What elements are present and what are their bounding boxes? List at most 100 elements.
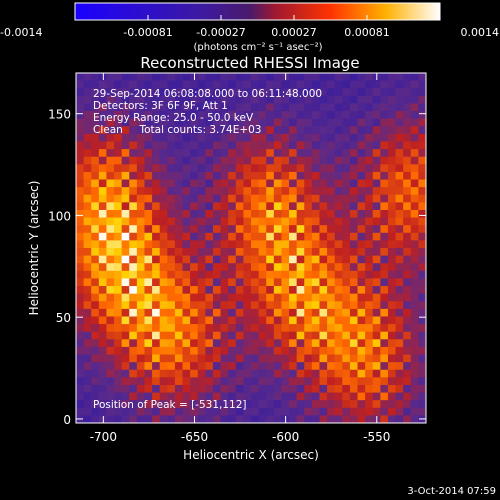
heatmap-cell — [251, 232, 260, 241]
heatmap-cell — [129, 377, 138, 386]
heatmap-cell — [342, 73, 351, 82]
heatmap-cell — [395, 111, 404, 120]
heatmap-cell — [387, 354, 396, 363]
heatmap-cell — [251, 217, 260, 226]
heatmap-cell — [311, 407, 320, 416]
heatmap-cell — [114, 293, 123, 302]
heatmap-cell — [266, 331, 275, 340]
heatmap-cell — [228, 248, 237, 257]
heatmap-cell — [304, 156, 313, 165]
heatmap-cell — [403, 209, 412, 218]
heatmap-cell — [106, 133, 115, 142]
heatmap-cell — [266, 286, 275, 295]
heatmap-cell — [136, 133, 145, 142]
heatmap-cell — [349, 156, 358, 165]
heatmap-cell — [380, 187, 389, 196]
heatmap-cell — [205, 255, 214, 264]
heatmap-cell — [410, 278, 419, 287]
heatmap-cell — [205, 354, 214, 363]
heatmap-cell — [395, 415, 404, 424]
heatmap-cell — [144, 415, 153, 424]
heatmap-cell — [273, 377, 282, 386]
heatmap-cell — [258, 369, 267, 378]
heatmap-cell — [136, 179, 145, 188]
heatmap-cell — [83, 133, 92, 142]
heatmap-cell — [167, 194, 176, 203]
heatmap-cell — [251, 80, 260, 89]
heatmap-cell — [273, 126, 282, 135]
heatmap-cell — [304, 179, 313, 188]
heatmap-cell — [266, 392, 275, 401]
heatmap-cell — [357, 179, 366, 188]
heatmap-cell — [212, 339, 221, 348]
heatmap-cell — [129, 133, 138, 142]
heatmap-cell — [235, 377, 244, 386]
heatmap-cell — [403, 133, 412, 142]
heatmap-cell — [266, 339, 275, 348]
heatmap-cell — [136, 392, 145, 401]
heatmap-cell — [403, 164, 412, 173]
heatmap-cell — [387, 141, 396, 150]
heatmap-cell — [289, 225, 298, 234]
heatmap-cell — [121, 149, 130, 158]
heatmap-cell — [228, 369, 237, 378]
heatmap-cell — [273, 95, 282, 104]
heatmap-cell — [76, 270, 85, 279]
heatmap-cell — [129, 95, 138, 104]
heatmap-cell — [403, 217, 412, 226]
heatmap-cell — [190, 263, 199, 272]
heatmap-cell — [304, 118, 313, 127]
heatmap-cell — [311, 164, 320, 173]
heatmap-cell — [304, 392, 313, 401]
heatmap-cell — [296, 316, 305, 325]
heatmap-cell — [251, 324, 260, 333]
heatmap-cell — [311, 126, 320, 135]
heatmap-cell — [372, 301, 381, 310]
heatmap-cell — [304, 149, 313, 158]
heatmap-cell — [152, 369, 161, 378]
heatmap-cell — [410, 331, 419, 340]
heatmap-cell — [334, 118, 343, 127]
heatmap-cell — [418, 384, 427, 393]
heatmap-cell — [83, 339, 92, 348]
heatmap-cell — [387, 171, 396, 180]
heatmap-cell — [395, 88, 404, 97]
heatmap-cell — [174, 354, 183, 363]
heatmap-cell — [418, 270, 427, 279]
heatmap-cell — [76, 149, 85, 158]
heatmap-cell — [327, 278, 336, 287]
heatmap-cell — [91, 118, 100, 127]
heatmap-cell — [174, 225, 183, 234]
heatmap-cell — [334, 149, 343, 158]
heatmap-cell — [296, 80, 305, 89]
heatmap-cell — [410, 362, 419, 371]
heatmap-cell — [220, 194, 229, 203]
heatmap-cell — [304, 126, 313, 135]
heatmap-cell — [190, 354, 199, 363]
heatmap-cell — [228, 194, 237, 203]
heatmap-cell — [190, 384, 199, 393]
annotation-energy-range: Energy Range: 25.0 - 50.0 keV — [93, 112, 254, 124]
heatmap-cell — [121, 240, 130, 249]
heatmap-cell — [174, 286, 183, 295]
heatmap-cell — [220, 369, 229, 378]
heatmap-cell — [380, 164, 389, 173]
heatmap-cell — [114, 415, 123, 424]
heatmap-cell — [129, 369, 138, 378]
heatmap-cell — [258, 354, 267, 363]
heatmap-cell — [114, 407, 123, 416]
heatmap-cell — [129, 240, 138, 249]
heatmap-cell — [342, 286, 351, 295]
colorbar-tick-label: -0.00027 — [196, 26, 245, 39]
heatmap-cell — [174, 202, 183, 211]
heatmap-cell — [167, 392, 176, 401]
heatmap-cell — [121, 293, 130, 302]
heatmap-cell — [327, 103, 336, 112]
heatmap-cell — [220, 133, 229, 142]
heatmap-cell — [235, 369, 244, 378]
heatmap-cell — [174, 217, 183, 226]
heatmap-cell — [349, 415, 358, 424]
heatmap-cell — [212, 194, 221, 203]
heatmap-cell — [296, 392, 305, 401]
heatmap-cell — [304, 187, 313, 196]
